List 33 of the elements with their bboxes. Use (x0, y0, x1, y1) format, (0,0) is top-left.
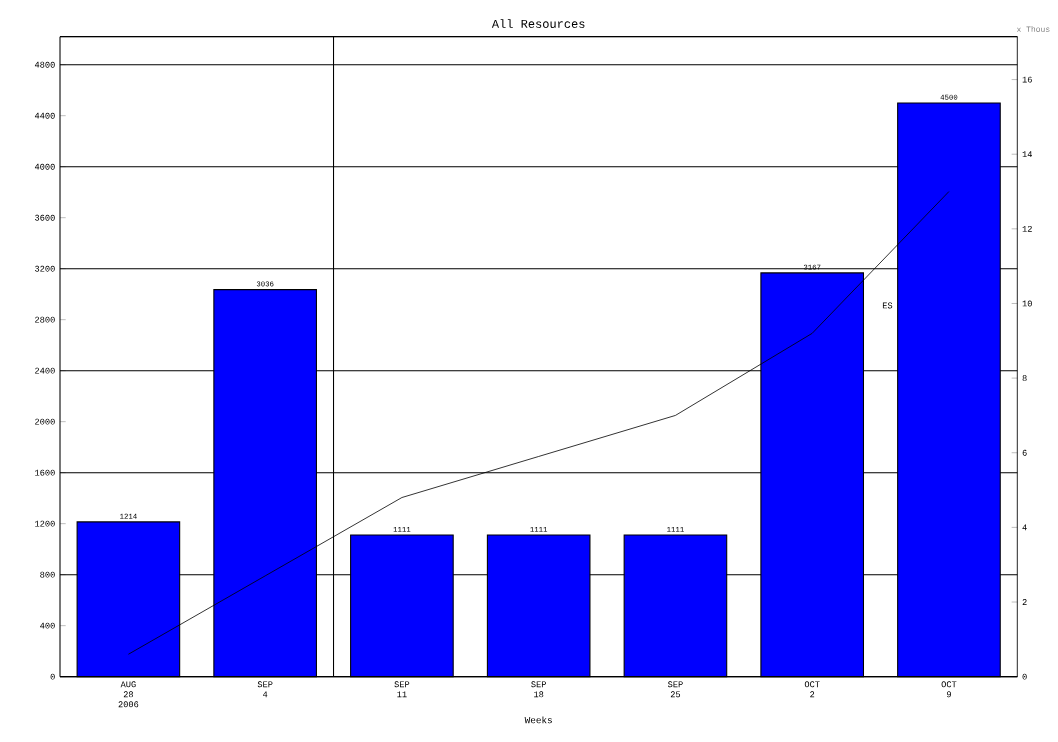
y-tick-label: 2800 (35, 316, 55, 323)
y-tick-label: 800 (40, 571, 55, 578)
y2-axis-title: x Thous (1016, 26, 1050, 32)
y2-tick-label: 12 (1022, 225, 1032, 232)
y2-tick-label: 6 (1022, 449, 1027, 456)
x-tick-label: SEP 4 (257, 681, 273, 698)
y-tick-label: 1600 (35, 469, 55, 476)
y2-tick-label: 14 (1022, 151, 1032, 158)
y-tick-label: 4400 (34, 112, 55, 119)
x-tick-label: AUG 28 2006 (118, 681, 139, 708)
y-tick-label: 400 (40, 622, 55, 629)
y-tick-label: 3600 (35, 214, 55, 221)
y2-tick-label: 2 (1022, 599, 1027, 605)
x-tick-label: SEP 25 (667, 681, 683, 698)
annotation: ES (882, 302, 893, 309)
y2-tick-label: 8 (1022, 375, 1027, 382)
y-tick-label: 4800 (34, 61, 55, 68)
x-tick-label: SEP 18 (531, 681, 546, 698)
x-tick-label: OCT 9 (941, 681, 957, 698)
y2-tick-label: 4 (1022, 524, 1027, 531)
x-axis-title: Weeks (524, 716, 552, 724)
y2-tick-label: 10 (1022, 300, 1032, 307)
y2-tick-label: 0 (1022, 673, 1027, 680)
y-tick-label: 4000 (34, 163, 55, 170)
x-tick-label: OCT 2 (804, 681, 820, 698)
chart-title: All Resources (491, 19, 585, 28)
x-tick-label: SEP 11 (394, 681, 410, 698)
y-tick-label: 2400 (35, 367, 55, 374)
y2-tick-label: 16 (1022, 76, 1032, 83)
y-tick-label: 3200 (35, 265, 55, 272)
y-tick-label: 0 (50, 673, 55, 680)
y-tick-label: 2000 (35, 418, 55, 425)
y-tick-label: 1200 (35, 520, 55, 527)
